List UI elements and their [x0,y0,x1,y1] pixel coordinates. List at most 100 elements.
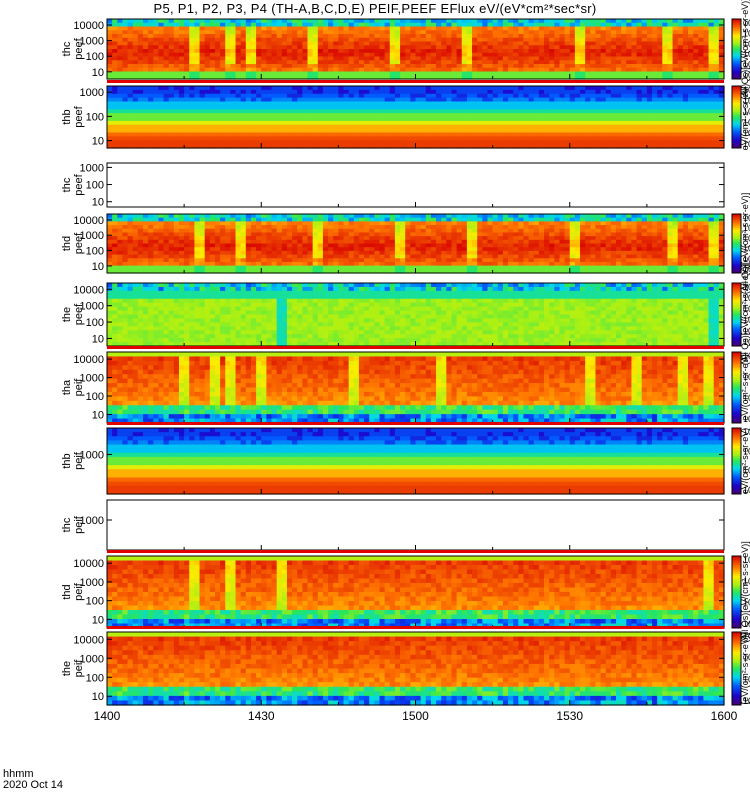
spectrogram-cell [549,140,555,145]
spectrogram-cell [369,258,375,263]
spectrogram-cell [148,236,154,241]
spectrogram-cell [400,250,406,256]
spectrogram-cell [626,117,633,122]
spectrogram-cell [497,41,504,46]
spectrogram-cell [245,30,252,35]
spectrogram-cell [456,97,463,103]
spectrogram-cell [117,26,124,31]
spectrogram-cell [163,89,170,95]
spectrogram-cell [343,19,350,24]
spectrogram-cell [281,89,288,95]
spectrogram-cell [626,128,633,134]
spectrogram-cell [112,232,118,237]
spectrogram-cell [348,97,355,103]
spectrogram-cell [312,250,319,256]
colorbar-segment [732,92,741,95]
spectrogram-cell [693,109,699,114]
spectrogram-cell [518,105,525,110]
spectrogram-cell [235,67,242,73]
spectrogram-cell [153,89,160,95]
spectrogram-cell [544,56,550,61]
spectrogram-cell [153,26,160,31]
spectrogram-cell [482,132,489,137]
spectrogram-cell [374,214,381,219]
spectrogram-cell [302,56,309,61]
spectrogram-cell [518,45,525,50]
spectrogram-cell [240,45,247,50]
spectrogram-cell [564,30,571,35]
spectrogram-cell [189,30,196,35]
spectrogram-cell [682,109,689,114]
spectrogram-cell [379,128,386,134]
spectrogram-cell [549,109,555,114]
spectrogram-cell [112,214,118,219]
spectrogram-cell [127,22,134,28]
spectrogram-cell [677,67,684,73]
spectrogram-cell [441,30,447,35]
spectrogram-cell [235,86,242,91]
spectrogram-cell [137,30,144,35]
spectrogram-cell [281,228,288,234]
spectrogram-cell [430,144,437,149]
spectrogram-cell [173,250,180,256]
spectrogram-cell [580,89,586,95]
spectrogram-cell [142,75,149,80]
spectrogram-cell [317,45,324,50]
spectrogram-cell [250,105,257,110]
spectrogram-cell [456,64,463,69]
spectrogram-cell [657,128,663,134]
spectrogram-cell [137,34,144,39]
spectrogram-cell [317,144,324,149]
spectrogram-cell [472,144,478,149]
spectrogram-cell [616,64,622,69]
spectrogram-cell [420,22,427,28]
spectrogram-cell [446,124,453,130]
spectrogram-cell [214,71,221,76]
spectrogram-cell [718,64,725,69]
spectrogram-cell [538,113,545,118]
spectrogram-cell [626,56,633,61]
spectrogram-cell [595,19,602,24]
spectrogram-cell [307,41,314,46]
spectrogram-cell [451,120,458,126]
spectrogram-cell [338,113,345,118]
spectrogram-cell [441,49,447,54]
spectrogram-cell [256,221,262,226]
spectrogram-cell [477,128,483,134]
spectrogram-cell [605,117,612,122]
spectrogram-cell [713,109,720,114]
spectrogram-cell [266,144,273,149]
spectrogram-cell [214,239,221,245]
spectrogram-cell [616,45,622,50]
spectrogram-cell [107,105,113,110]
spectrogram-cell [688,75,694,80]
spectrogram-cell [400,101,406,106]
spectrogram-cell [513,120,519,126]
spectrogram-cell [317,105,324,110]
spectrogram-cell [580,132,586,137]
spectrogram-cell [261,97,267,103]
spectrogram-cell [508,86,514,91]
spectrogram-cell [353,236,360,241]
spectrogram-cell [132,247,139,252]
spectrogram-cell [415,258,422,263]
spectrogram-cell [574,22,581,28]
spectrogram-cell [107,243,113,248]
spectrogram-cell [214,228,221,234]
spectrogram-cell [317,22,324,28]
spectrogram-cell [348,52,355,58]
spectrogram-cell [605,124,612,130]
spectrogram-cell [348,140,355,145]
spectrogram-cell [209,269,216,274]
spectrogram-cell [153,261,160,267]
spectrogram-cell [610,67,617,73]
spectrogram-cell [667,75,674,80]
spectrogram-cell [569,67,576,73]
spectrogram-cell [502,71,509,76]
spectrogram-cell [713,71,720,76]
spectrogram-cell [209,132,216,137]
spectrogram-cell [358,247,365,252]
spectrogram-cell [214,221,221,226]
spectrogram-cell [626,52,633,58]
spectrogram-cell [225,34,231,39]
